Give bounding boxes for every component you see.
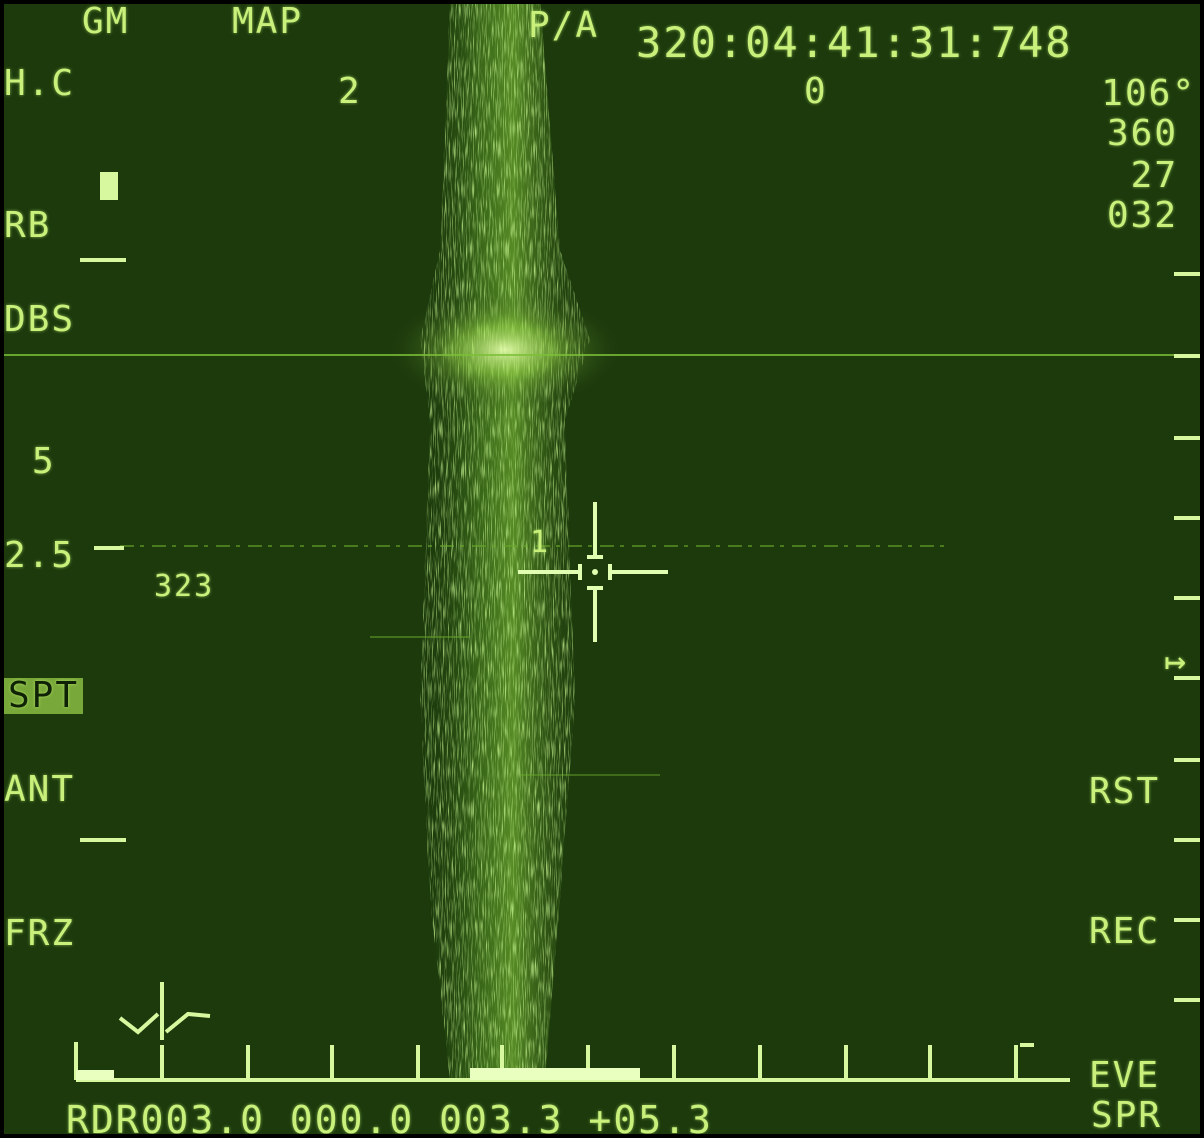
range-5-label: 5 (32, 441, 56, 482)
right-arrow-icon[interactable]: ↦ (1164, 641, 1188, 682)
rec-label[interactable]: REC (1088, 911, 1160, 952)
right-tick-2 (1174, 354, 1200, 358)
rb-label[interactable]: RB (4, 205, 52, 246)
right-tick-8 (1174, 838, 1200, 842)
right-tick-1 (1174, 272, 1200, 276)
range-2-5-label: 2.5 (4, 535, 76, 576)
right-value-3: 032 (1106, 195, 1178, 236)
bearing-value: 323 (154, 569, 215, 604)
left-tick-3 (80, 838, 126, 842)
header-left-value: 2 (338, 71, 362, 112)
heading-value: 106° (1101, 73, 1196, 114)
eve-label[interactable]: EVE (1088, 1055, 1160, 1096)
right-value-1: 360 (1106, 113, 1178, 154)
left-tick-1 (80, 258, 126, 262)
right-tick-5 (1174, 596, 1200, 600)
right-tick-7 (1174, 758, 1200, 762)
right-tick-6 (1174, 676, 1200, 680)
spt-button[interactable]: SPT (4, 678, 84, 714)
ant-label[interactable]: ANT (4, 769, 76, 810)
pa-label: P/A (528, 5, 600, 46)
right-tick-9 (1174, 918, 1200, 922)
rdr-readout: RDR003.0 000.0 003.3 +05.3 (66, 1098, 713, 1138)
left-tick-2 (94, 546, 124, 550)
mode-label[interactable]: GM (82, 1, 130, 42)
gain-indicator (100, 172, 118, 200)
right-tick-4 (1174, 516, 1200, 520)
frz-label[interactable]: FRZ (4, 913, 76, 954)
spr-label[interactable]: SPR (1090, 1095, 1162, 1136)
right-tick-3 (1174, 436, 1200, 440)
right-tick-10 (1174, 998, 1200, 1002)
header-mid-value: 0 (804, 71, 828, 112)
hc-label[interactable]: H.C (4, 63, 76, 104)
timestamp: 320:04:41:31:748 (636, 18, 1073, 67)
dbs-label[interactable]: DBS (4, 299, 76, 340)
right-value-2: 27 (1130, 155, 1178, 196)
rst-label[interactable]: RST (1088, 771, 1160, 812)
cursor-label: 1 (530, 525, 551, 560)
submode-label[interactable]: MAP (232, 1, 304, 42)
